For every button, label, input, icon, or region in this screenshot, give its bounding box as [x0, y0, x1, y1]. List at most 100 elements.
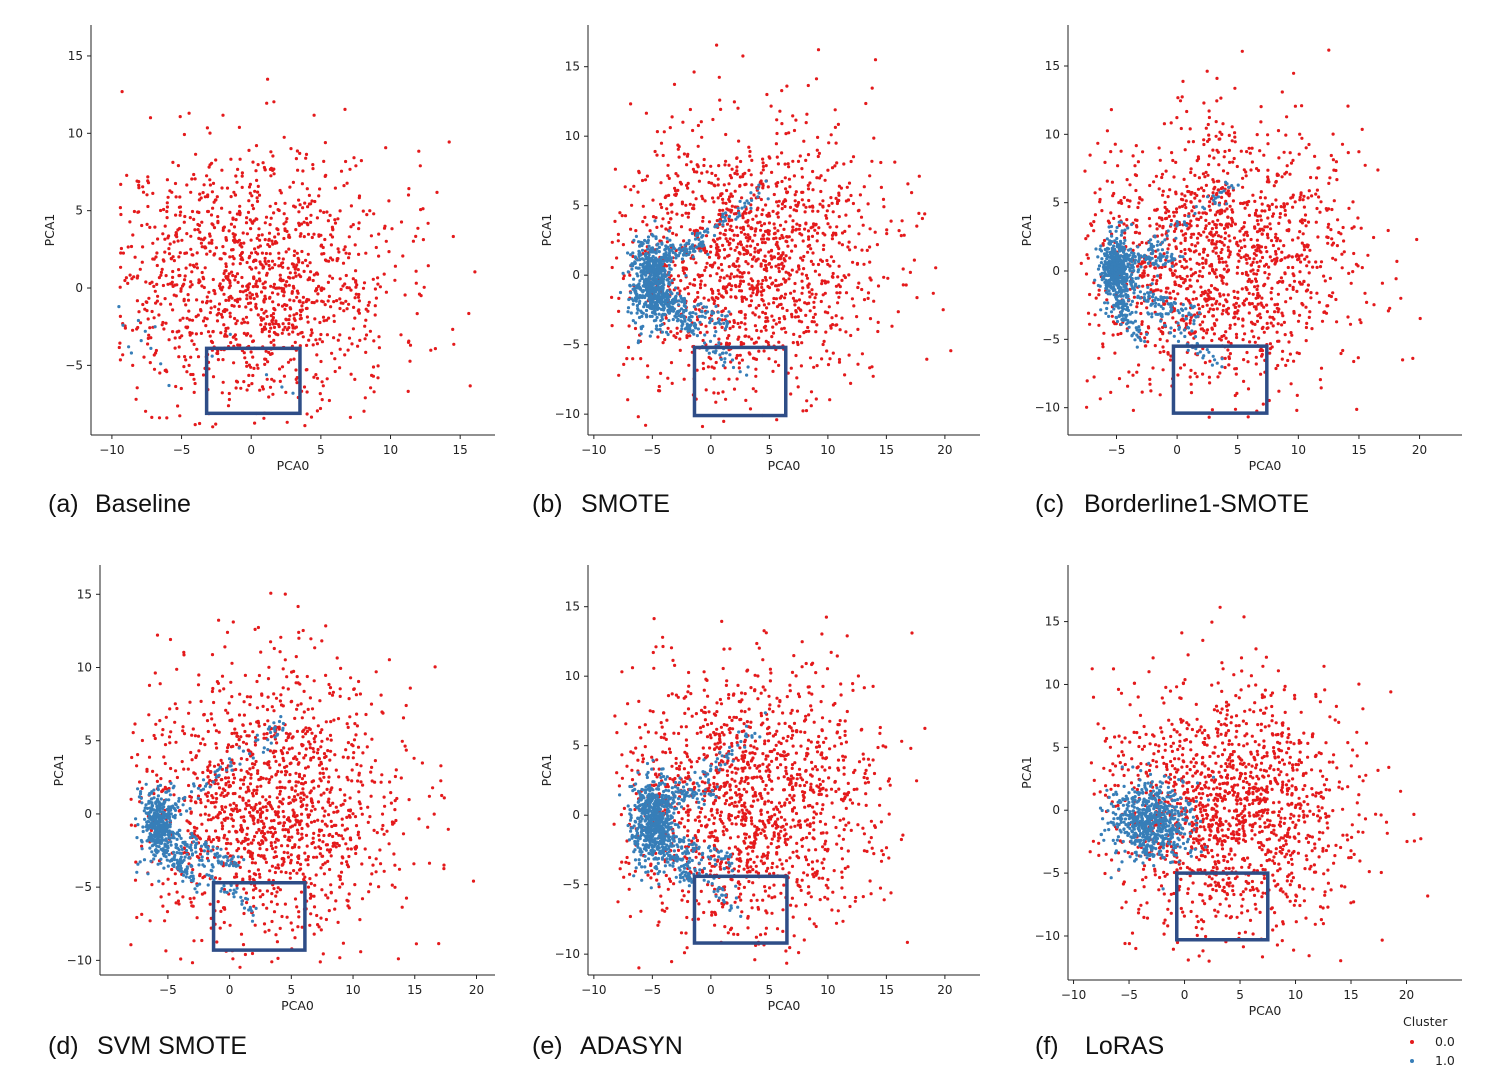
point-class-0: [1153, 208, 1157, 212]
point-class-0: [327, 398, 331, 403]
point-class-0: [761, 299, 765, 303]
point-class-0: [753, 246, 757, 250]
point-class-1: [684, 274, 688, 278]
point-class-0: [1210, 264, 1214, 268]
point-class-0: [872, 136, 876, 140]
point-class-0: [1352, 359, 1356, 364]
point-class-0: [1342, 239, 1346, 243]
point-class-0: [248, 254, 252, 258]
point-class-0: [797, 265, 801, 269]
point-class-0: [1160, 265, 1164, 270]
point-class-0: [1084, 272, 1089, 276]
point-class-0: [800, 341, 804, 345]
point-class-0: [1165, 339, 1169, 343]
point-class-0: [775, 200, 779, 204]
point-class-0: [1225, 264, 1229, 268]
point-class-0: [353, 243, 357, 247]
point-class-0: [1289, 331, 1293, 335]
point-class-0: [131, 363, 135, 367]
point-class-0: [793, 193, 797, 197]
point-class-0: [227, 295, 231, 300]
point-class-0: [248, 291, 252, 295]
point-class-0: [1339, 232, 1343, 236]
point-class-0: [1207, 221, 1211, 226]
point-class-0: [292, 299, 296, 303]
point-class-0: [232, 361, 236, 365]
point-class-0: [319, 244, 323, 248]
point-class-0: [1283, 208, 1287, 213]
point-class-0: [672, 82, 677, 86]
point-class-0: [761, 161, 765, 165]
point-class-0: [1266, 168, 1270, 172]
point-class-1: [721, 219, 726, 223]
point-class-0: [1140, 240, 1144, 245]
point-class-0: [300, 330, 304, 335]
point-class-0: [251, 339, 255, 344]
point-class-0: [1295, 393, 1299, 397]
point-class-0: [1269, 239, 1274, 243]
point-class-0: [220, 315, 224, 319]
point-class-0: [1273, 262, 1277, 266]
point-class-0: [262, 297, 266, 301]
point-class-1: [684, 249, 688, 253]
point-class-0: [294, 228, 298, 232]
point-class-0: [1327, 48, 1331, 52]
point-class-0: [778, 223, 783, 227]
point-class-0: [714, 360, 718, 365]
point-class-0: [231, 217, 235, 221]
point-class-1: [658, 327, 662, 331]
point-class-0: [283, 201, 287, 205]
point-class-0: [1213, 272, 1217, 276]
point-class-0: [666, 376, 670, 380]
point-class-0: [371, 374, 375, 378]
point-class-0: [857, 232, 861, 236]
point-class-1: [655, 265, 660, 269]
point-class-0: [754, 367, 758, 371]
point-class-0: [834, 323, 838, 327]
point-class-0: [1210, 338, 1214, 343]
point-class-0: [687, 363, 691, 367]
point-class-0: [1256, 302, 1260, 306]
point-class-1: [660, 313, 664, 318]
point-class-0: [700, 424, 705, 429]
point-class-0: [1128, 199, 1132, 203]
point-class-0: [855, 315, 859, 319]
point-class-0: [242, 241, 246, 245]
point-class-0: [119, 212, 123, 217]
point-class-0: [786, 244, 790, 248]
point-class-0: [358, 338, 362, 342]
point-class-0: [1287, 254, 1291, 258]
point-class-0: [1224, 223, 1228, 227]
point-class-0: [254, 302, 258, 306]
point-class-0: [1202, 329, 1206, 333]
point-class-0: [1268, 347, 1272, 351]
point-class-0: [834, 233, 838, 237]
point-class-1: [723, 357, 727, 361]
point-class-1: [634, 234, 639, 238]
panel-c-y-tick-label: 0: [1052, 264, 1060, 278]
point-class-0: [251, 355, 255, 359]
point-class-1: [291, 391, 295, 395]
point-class-0: [220, 168, 224, 172]
point-class-0: [754, 214, 758, 218]
point-class-0: [760, 282, 764, 286]
point-class-0: [688, 107, 693, 112]
point-class-0: [347, 302, 351, 306]
point-class-0: [806, 250, 810, 254]
point-class-0: [145, 300, 149, 304]
point-class-0: [153, 225, 157, 229]
point-class-0: [295, 381, 299, 385]
point-class-0: [200, 284, 204, 288]
point-class-0: [344, 273, 348, 278]
point-class-0: [1153, 266, 1157, 270]
point-class-0: [301, 295, 305, 299]
point-class-0: [302, 269, 306, 273]
point-class-0: [791, 296, 796, 300]
point-class-0: [912, 258, 917, 262]
point-class-0: [221, 113, 225, 117]
point-class-0: [806, 153, 811, 157]
point-class-0: [866, 291, 871, 295]
point-class-0: [837, 199, 841, 203]
point-class-0: [1356, 264, 1360, 268]
point-class-1: [635, 296, 639, 301]
